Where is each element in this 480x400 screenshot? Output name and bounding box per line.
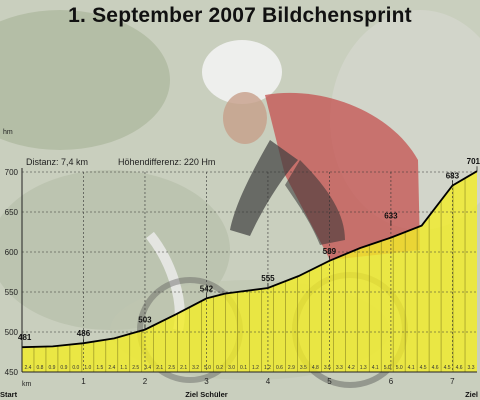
gradient-label: 2.5: [168, 365, 175, 371]
y-tick-label: 450: [5, 368, 19, 377]
x-tick-label: 2: [143, 377, 148, 386]
gradient-label: 3.2: [192, 365, 199, 371]
gradient-label: 3.4: [144, 365, 151, 371]
gradient-label: 0.9: [60, 365, 67, 371]
elevation-annotation: 633: [384, 212, 398, 221]
y-axis-unit-label: hm: [3, 129, 13, 136]
elevation-area: [22, 171, 477, 372]
y-tick-label: 600: [5, 248, 19, 257]
gradient-label: 4.1: [408, 365, 415, 371]
gradient-label: 4.8: [312, 365, 319, 371]
elevation-annotation: 701: [467, 157, 480, 166]
gradient-label: 1.3: [360, 365, 367, 371]
y-tick-label: 550: [5, 288, 19, 297]
x-tick-label: 4: [266, 377, 271, 386]
gradient-label: 1.0: [84, 365, 91, 371]
y-tick-label: 700: [5, 168, 19, 177]
elevation-annotation: 683: [446, 172, 460, 181]
gradient-label: 2.4: [108, 365, 115, 371]
x-tick-label: 5: [327, 377, 332, 386]
gradient-label: 4.1: [372, 365, 379, 371]
gradient-label: 5.0: [384, 365, 391, 371]
elevation-annotation: 503: [138, 316, 152, 325]
x-axis-unit-label: km: [22, 381, 32, 388]
gradient-label: 0.9: [48, 365, 55, 371]
gradient-label: 2.5: [132, 365, 139, 371]
gradient-label: 5.0: [204, 365, 211, 371]
gradient-label: 4.2: [348, 365, 355, 371]
x-tick-label: 6: [389, 377, 394, 386]
elevation-annotation: 555: [261, 274, 275, 283]
gradient-label: 0.1: [240, 365, 247, 371]
gradient-label: 2.4: [25, 365, 32, 371]
x-tick-label: 1: [81, 377, 86, 386]
y-tick-label: 500: [5, 328, 19, 337]
gradient-label: 3.3: [336, 365, 343, 371]
gradient-label: 0.8: [36, 365, 43, 371]
gradient-label: 2.1: [156, 365, 163, 371]
gradient-label: 3.3: [468, 365, 475, 371]
location-marker: Start: [0, 390, 18, 399]
elevation-annotation: 542: [200, 284, 214, 293]
gradient-label: 2.9: [288, 365, 295, 371]
elevation-annotation: 481: [18, 333, 32, 342]
elevation-line: [21, 170, 478, 349]
gradient-label: 4.6: [456, 365, 463, 371]
gradient-label: 5.0: [396, 365, 403, 371]
gradient-label: 1.2: [252, 365, 259, 371]
gradient-label: 3.0: [228, 365, 235, 371]
distance-info: Distanz: 7,4 km: [26, 157, 88, 167]
gradient-label: 4.6: [432, 365, 439, 371]
gradient-label: 4.5: [444, 365, 451, 371]
gradient-label: 4.5: [420, 365, 427, 371]
gradient-label: 3.5: [300, 365, 307, 371]
gradient-label: 3.5: [324, 365, 331, 371]
gradient-label: 0.2: [216, 365, 223, 371]
y-tick-label: 650: [5, 208, 19, 217]
gradient-label: 1.1: [120, 365, 127, 371]
x-tick-label: 7: [450, 377, 455, 386]
location-marker: Ziel: [465, 390, 478, 399]
elevation-annotation: 589: [323, 247, 337, 256]
elevation-gain-info: Höhendifferenz: 220 Hm: [118, 157, 215, 167]
gradient-label: 2.1: [180, 365, 187, 371]
elevation-annotation: 486: [77, 329, 91, 338]
location-marker: Ziel Schüler: [185, 390, 228, 399]
gradient-label: 0.0: [72, 365, 79, 371]
gradient-label: 1.2: [264, 365, 271, 371]
x-tick-label: 3: [204, 377, 209, 386]
gradient-label: 1.5: [96, 365, 103, 371]
gradient-label: 0.6: [276, 365, 283, 371]
page-title: 1. September 2007 Bildchensprint: [68, 4, 412, 27]
